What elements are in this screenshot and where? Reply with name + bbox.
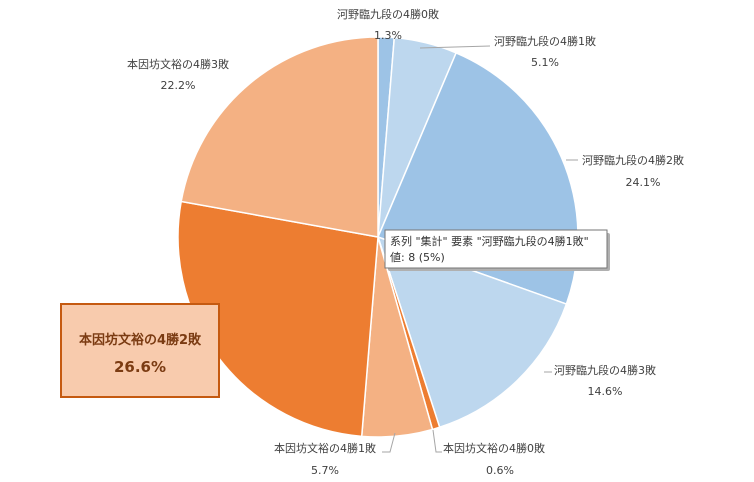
- slice-label-4: 河野臨九段の4勝3敗: [554, 363, 656, 377]
- slice-percent-5: 0.6%: [486, 464, 514, 477]
- chart-tooltip: 系列 "集計" 要素 "河野臨九段の4勝1敗" 値: 8 (5%): [384, 229, 610, 271]
- slice-percent-6: 5.7%: [311, 464, 339, 477]
- highlight-box: [60, 303, 220, 398]
- slice-label-3: 河野臨九段の4勝2敗: [582, 153, 684, 167]
- leader-lines: [382, 45, 578, 453]
- tooltip-line-2: 値: 8 (5%): [390, 251, 445, 264]
- slice-percent-1: 1.3%: [374, 29, 402, 42]
- slice-percent-4: 14.6%: [588, 385, 623, 398]
- tooltip-line-1: 系列 "集計" 要素 "河野臨九段の4勝1敗": [390, 234, 589, 248]
- slice-labels: 河野臨九段の4勝0敗 1.3% 河野臨九段の4勝1敗 5.1% 河野臨九段の4勝2敗 24…: [127, 7, 684, 477]
- slice-percent-2: 5.1%: [531, 56, 559, 69]
- slice-label-2: 河野臨九段の4勝1敗: [494, 34, 596, 48]
- leader-line-2: [419, 45, 491, 49]
- pie-slice-8[interactable]: [180, 36, 379, 238]
- pie-slice-4[interactable]: [376, 235, 568, 429]
- slice-label-6: 本因坊文裕の4勝1敗: [274, 441, 376, 455]
- tooltip-box: [384, 229, 608, 269]
- slice-label-8: 本因坊文裕の4勝3敗: [127, 57, 229, 71]
- highlight-percent: 26.6%: [114, 358, 166, 376]
- slice-percent-8: 22.2%: [161, 79, 196, 92]
- slice-percent-3: 24.1%: [626, 176, 661, 189]
- highlight-label: 本因坊文裕の4勝2敗: [79, 332, 202, 348]
- leader-line-6: [382, 432, 396, 453]
- slice-label-5: 本因坊文裕の4勝0敗: [443, 441, 545, 455]
- slice-label-1: 河野臨九段の4勝0敗: [337, 7, 439, 21]
- leader-line-5: [432, 429, 442, 453]
- highlight-callout: 本因坊文裕の4勝2敗 26.6%: [60, 303, 220, 398]
